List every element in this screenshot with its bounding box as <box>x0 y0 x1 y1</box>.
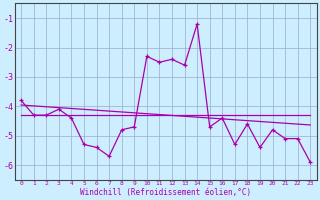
X-axis label: Windchill (Refroidissement éolien,°C): Windchill (Refroidissement éolien,°C) <box>80 188 251 197</box>
